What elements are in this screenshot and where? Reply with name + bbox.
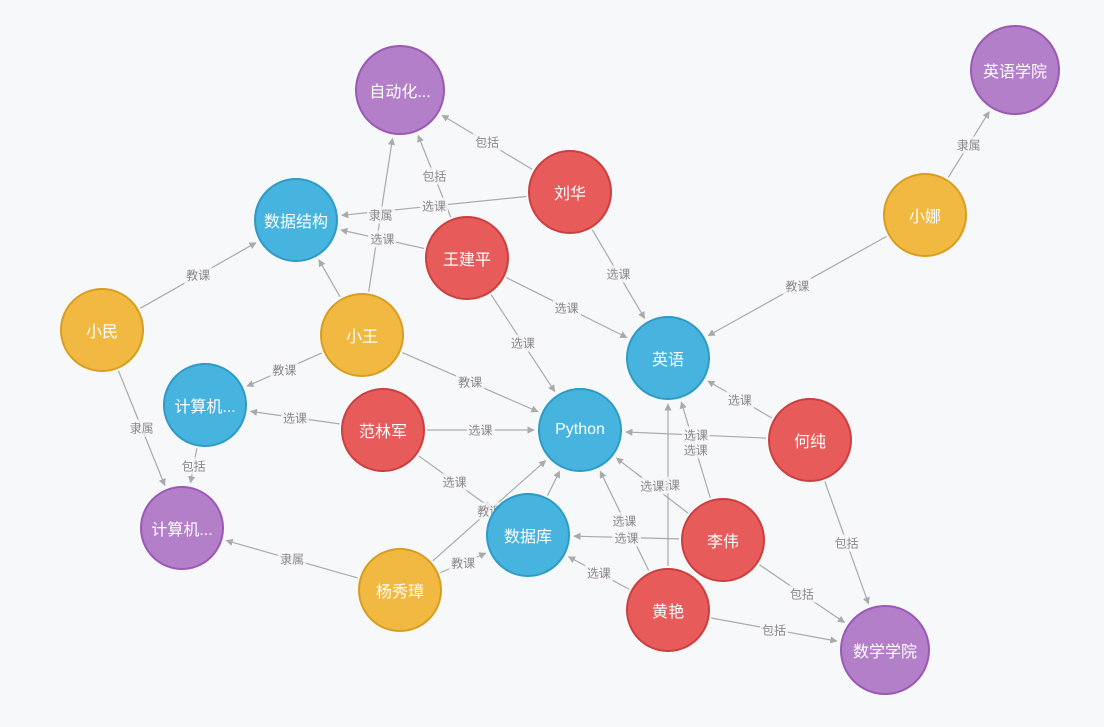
graph-node-liwei[interactable]: 李伟	[681, 498, 765, 582]
node-label: Python	[555, 421, 605, 439]
edge-label: 包括	[760, 621, 788, 638]
node-label: 小民	[86, 318, 118, 342]
graph-node-liuhua[interactable]: 刘华	[528, 150, 612, 234]
graph-node-wjp[interactable]: 王建平	[425, 216, 509, 300]
edge-label: 选课	[638, 477, 666, 494]
edge	[548, 471, 560, 495]
edge-label: 选课	[726, 391, 754, 408]
edge-label: 选课	[466, 422, 494, 439]
graph-node-compA[interactable]: 计算机...	[163, 363, 247, 447]
edge-label: 选课	[585, 564, 613, 581]
node-label: 何纯	[794, 428, 826, 452]
edge-label: 隶属	[128, 420, 156, 437]
edge-label: 选课	[368, 231, 396, 248]
edge-label: 教课	[270, 361, 298, 378]
edge-label: 选课	[612, 529, 640, 546]
node-label: 计算机...	[151, 516, 212, 540]
edge-label: 包括	[788, 585, 816, 602]
node-label: 数据库	[504, 523, 552, 547]
node-label: 范林军	[359, 418, 407, 442]
graph-node-huangyan[interactable]: 黄艳	[626, 568, 710, 652]
edge-label: 教课	[184, 267, 212, 284]
graph-node-xiaowang[interactable]: 小王	[320, 293, 404, 377]
graph-node-flj[interactable]: 范林军	[341, 388, 425, 472]
graph-node-xiaomin[interactable]: 小民	[60, 288, 144, 372]
edge-label: 选课	[682, 427, 710, 444]
graph-node-english[interactable]: 英语	[626, 316, 710, 400]
node-label: 黄艳	[652, 598, 684, 622]
edge-label: 包括	[473, 134, 501, 151]
graph-node-python[interactable]: Python	[538, 388, 622, 472]
graph-node-compB[interactable]: 计算机...	[140, 486, 224, 570]
graph-node-xiaona[interactable]: 小娜	[883, 173, 967, 257]
edge-label: 隶属	[278, 551, 306, 568]
edge-label: 选课	[420, 197, 448, 214]
node-label: 李伟	[707, 528, 739, 552]
graph-node-hechun[interactable]: 何纯	[768, 398, 852, 482]
graph-edges	[0, 0, 1104, 727]
edge-label: 选课	[604, 266, 632, 283]
graph-node-auto[interactable]: 自动化...	[355, 45, 445, 135]
node-label: 王建平	[443, 246, 491, 270]
graph-node-math[interactable]: 数学学院	[840, 605, 930, 695]
edge-label: 包括	[180, 457, 208, 474]
edge-label: 教课	[449, 554, 477, 571]
edge-label: 教课	[456, 374, 484, 391]
edge-label: 包括	[420, 168, 448, 185]
edge-label: 选课	[281, 409, 309, 426]
edge-label: 选课	[682, 441, 710, 458]
edge-label: 隶属	[955, 136, 983, 153]
edge-label: 选课	[610, 512, 638, 529]
edge-label: 教课	[783, 278, 811, 295]
node-label: 计算机...	[174, 393, 235, 417]
node-label: 英语	[652, 346, 684, 370]
edge	[319, 260, 340, 297]
node-label: 自动化...	[369, 78, 430, 102]
graph-node-db[interactable]: 数据库	[486, 493, 570, 577]
graph-node-eng_coll[interactable]: 英语学院	[970, 25, 1060, 115]
edge-label: 选课	[441, 473, 469, 490]
node-label: 英语学院	[983, 58, 1047, 82]
node-label: 刘华	[554, 180, 586, 204]
graph-node-yxz[interactable]: 杨秀璋	[358, 548, 442, 632]
edge-label: 选课	[553, 299, 581, 316]
edge-label: 选课	[509, 335, 537, 352]
node-label: 杨秀璋	[376, 578, 424, 602]
node-label: 小王	[346, 323, 378, 347]
edge-label: 包括	[833, 534, 861, 551]
node-label: 数学学院	[853, 638, 917, 662]
node-label: 小娜	[909, 203, 941, 227]
graph-node-ds[interactable]: 数据结构	[254, 178, 338, 262]
edge-label: 隶属	[367, 206, 395, 223]
node-label: 数据结构	[264, 208, 328, 232]
